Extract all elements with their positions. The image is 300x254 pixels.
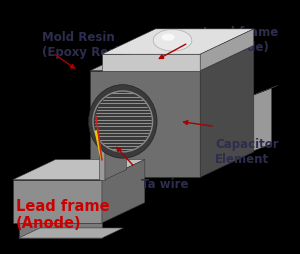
Polygon shape	[13, 160, 145, 180]
Polygon shape	[90, 71, 200, 178]
Ellipse shape	[88, 85, 157, 158]
Polygon shape	[200, 46, 254, 178]
Text: Lead frame
(Cathode): Lead frame (Cathode)	[203, 26, 278, 54]
Polygon shape	[105, 137, 126, 180]
Ellipse shape	[153, 30, 192, 52]
Polygon shape	[200, 30, 254, 71]
Polygon shape	[13, 180, 102, 223]
Polygon shape	[102, 30, 254, 55]
Polygon shape	[99, 147, 105, 180]
Text: Lead frame
(Anode): Lead frame (Anode)	[16, 198, 109, 230]
Polygon shape	[102, 160, 145, 223]
Text: Ta wire: Ta wire	[141, 178, 188, 190]
Polygon shape	[19, 223, 102, 238]
Ellipse shape	[161, 35, 175, 42]
Polygon shape	[251, 89, 272, 152]
Polygon shape	[19, 228, 123, 238]
Text: Mold Resin
(Epoxy Resin): Mold Resin (Epoxy Resin)	[42, 31, 134, 59]
Polygon shape	[102, 55, 200, 71]
Text: Capacitor
Element: Capacitor Element	[215, 137, 279, 165]
Polygon shape	[99, 137, 126, 147]
Polygon shape	[251, 86, 278, 97]
Polygon shape	[90, 46, 254, 71]
